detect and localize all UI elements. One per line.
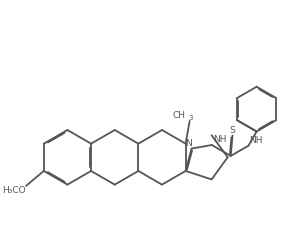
Text: CH: CH (173, 111, 186, 120)
Text: 3: 3 (189, 115, 193, 121)
Text: S: S (230, 126, 235, 134)
Text: H₃CO: H₃CO (2, 186, 26, 195)
Text: NH: NH (213, 135, 226, 145)
Text: NH: NH (249, 136, 262, 145)
Text: N: N (185, 139, 192, 147)
